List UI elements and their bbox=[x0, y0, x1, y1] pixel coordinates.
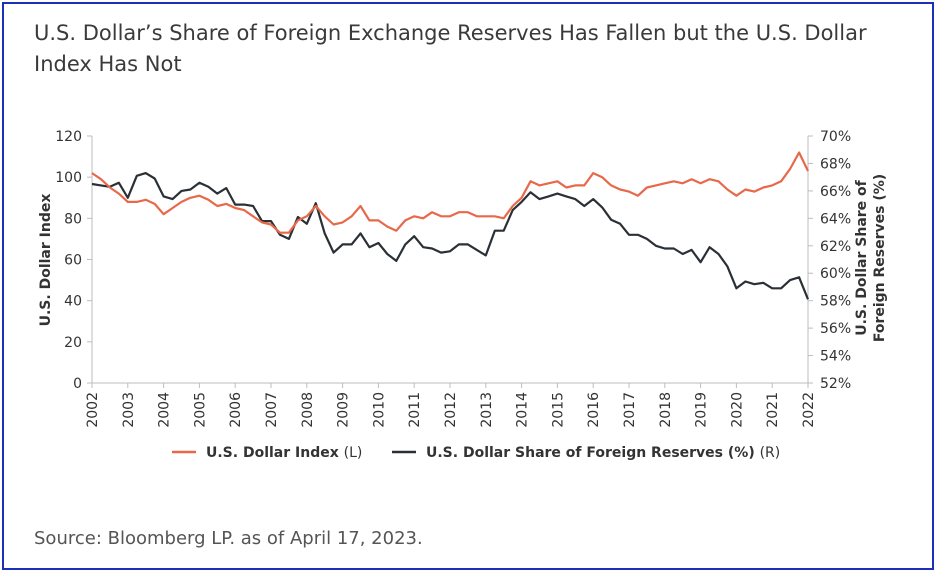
y-tick-label-left: 40 bbox=[64, 294, 82, 310]
x-tick-label: 2011 bbox=[407, 392, 423, 428]
y-tick-label-left: 60 bbox=[64, 253, 82, 269]
y-tick-label-right: 62% bbox=[820, 239, 851, 255]
x-tick-label: 2004 bbox=[157, 392, 173, 428]
y-tick-label-right: 70% bbox=[820, 129, 851, 145]
x-tick-label: 2009 bbox=[336, 392, 352, 428]
x-tick-label: 2019 bbox=[694, 392, 710, 428]
x-tick-label: 2015 bbox=[550, 392, 566, 428]
y-tick-label-left: 80 bbox=[64, 211, 82, 227]
x-tick-label: 2008 bbox=[300, 392, 316, 428]
y-tick-label-right: 60% bbox=[820, 266, 851, 282]
x-tick-label: 2018 bbox=[658, 392, 674, 428]
x-tick-label: 2017 bbox=[622, 392, 638, 428]
source-note: Source: Bloomberg LP. as of April 17, 20… bbox=[34, 528, 423, 549]
y-tick-label-left: 120 bbox=[55, 129, 82, 145]
y-tick-label-left: 0 bbox=[73, 376, 82, 392]
x-tick-label: 2022 bbox=[801, 392, 817, 428]
y-axis-label-right-line2: Foreign Reserves (%) bbox=[872, 174, 888, 342]
x-tick-label: 2003 bbox=[121, 392, 137, 428]
x-tick-label: 2021 bbox=[765, 392, 781, 428]
legend-label: U.S. Dollar Index (L) bbox=[206, 445, 362, 461]
x-tick-label: 2012 bbox=[443, 392, 459, 428]
x-tick-label: 2016 bbox=[586, 392, 602, 428]
y-tick-label-right: 68% bbox=[820, 156, 851, 172]
x-tick-label: 2006 bbox=[228, 392, 244, 428]
y-tick-label-right: 54% bbox=[820, 349, 851, 365]
legend: U.S. Dollar Index (L) U.S. Dollar Share o… bbox=[172, 445, 780, 461]
y-axis-label-left: U.S. Dollar Index bbox=[38, 194, 54, 327]
x-tick-label: 2010 bbox=[371, 392, 387, 428]
x-tick-label: 2013 bbox=[479, 392, 495, 428]
x-tick-label: 2002 bbox=[85, 392, 101, 428]
y-tick-label-right: 56% bbox=[820, 321, 851, 337]
x-tick-label: 2014 bbox=[515, 392, 531, 428]
y-tick-label-left: 100 bbox=[55, 170, 82, 186]
legend-label: U.S. Dollar Share of Foreign Reserves (%… bbox=[426, 445, 780, 461]
y-tick-label-right: 66% bbox=[820, 184, 851, 200]
x-tick-label: 2007 bbox=[264, 392, 280, 428]
x-tick-label: 2005 bbox=[192, 392, 208, 428]
y-tick-label-right: 52% bbox=[820, 376, 851, 392]
y-tick-label-right: 64% bbox=[820, 211, 851, 227]
y-tick-label-left: 20 bbox=[64, 335, 82, 351]
series-line-dollar-index bbox=[91, 151, 809, 234]
chart-card: U.S. Dollar’s Share of Foreign Exchange … bbox=[2, 2, 934, 570]
chart-title: U.S. Dollar’s Share of Foreign Exchange … bbox=[34, 21, 867, 76]
series-line-reserve-share bbox=[91, 172, 810, 300]
x-tick-label: 2020 bbox=[729, 392, 745, 428]
y-axis-label-right-line1: U.S. Dollar Share of bbox=[854, 179, 870, 335]
y-tick-label-right: 58% bbox=[820, 294, 851, 310]
